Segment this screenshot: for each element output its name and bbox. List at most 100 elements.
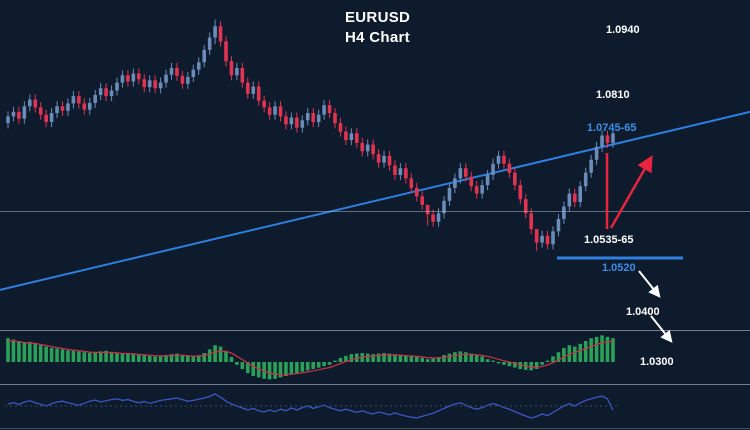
macd-bar [327,362,332,365]
macd-bar [142,355,147,362]
candle-body [87,102,92,110]
candle-body [98,88,103,95]
macd-bar [442,355,446,362]
price-level-1-0300: 1.0300 [640,356,674,368]
macd-bar [284,362,288,376]
chart-title-symbol: EURUSD [345,9,411,26]
candle-body [186,76,190,84]
macd-bar [224,350,228,362]
macd-bar [71,350,76,362]
candle-body [289,117,294,125]
candle-body [349,133,354,141]
macd-bar [6,338,10,362]
candle-body [93,94,97,103]
macd-bar [164,355,168,362]
macd-bar [218,346,223,362]
candle-body [218,26,223,42]
candle-body [246,82,250,94]
macd-bar [17,341,21,362]
macd-bar [464,352,468,362]
candle-body [360,142,365,152]
macd-bar [333,360,337,362]
macd-bar [131,353,136,362]
macd-bar [414,356,419,362]
macd-bar [278,362,283,378]
macd-bar [376,353,381,362]
macd-bar [431,358,435,362]
macd-bar [322,362,326,367]
macd-bar [300,362,305,372]
macd-bar [529,362,533,371]
candle-body [256,86,261,101]
candle-body [153,80,157,89]
candle-body [556,218,561,232]
candle-body [513,172,517,186]
macd-bar [469,353,474,362]
macd-bar [480,356,484,362]
macd-bar [311,362,315,369]
price-zone-1-0745-65: 1.0745-65 [587,122,637,134]
macd-bar [600,335,604,362]
candle-body [371,144,375,155]
candle-body [224,41,228,62]
macd-bar [583,341,588,362]
chart-title: EURUSD H4 Chart [345,8,410,48]
candle-body [115,82,119,91]
macd-bar [316,362,321,368]
candle-body [278,106,283,117]
candle-body [404,168,408,179]
macd-bar [540,362,544,365]
macd-bar [202,353,206,362]
macd-bar [518,362,523,369]
macd-bar [562,348,566,362]
candle-body [158,82,163,89]
candle-body [295,117,299,128]
candle-body [311,113,315,123]
macd-bar [186,355,190,362]
macd-bar [507,362,512,367]
macd-bar [289,362,294,375]
macd-bar [11,339,16,362]
candle-body [77,96,81,104]
candle-body [583,172,588,187]
candle-body [262,100,266,108]
macd-bar [573,346,577,362]
candle-body [573,193,577,203]
oscillator-line [7,393,614,419]
macd-bar [387,353,392,362]
candle-body [327,105,332,114]
macd-bar [453,352,457,362]
macd-bar [213,345,217,362]
candle-body [529,213,533,230]
macd-bar [534,362,539,369]
macd-bar [409,356,414,362]
candle-body [611,133,615,143]
macd-bar [44,346,48,362]
macd-bar [28,341,32,362]
macd-bar [485,359,490,362]
candle-body [545,235,550,245]
candle-body [469,176,474,187]
candle-body [458,168,463,179]
candle-body [425,204,430,215]
macd-bar [513,362,517,368]
macd-bar [191,356,196,362]
macd-bar [545,360,550,362]
candle-body [496,155,501,164]
candle-body [164,74,168,83]
candle-body [169,67,174,75]
macd-bar [33,342,38,362]
macd-bar [295,362,299,374]
macd-bar [556,352,561,362]
candle-body [600,135,604,147]
macd-bar [55,348,59,362]
candle-body [49,113,54,123]
macd-bar [273,362,277,379]
candle-body [175,67,179,76]
candle-body [131,73,136,82]
candle-body [447,187,452,201]
candle-body [284,116,288,125]
candle-body [409,178,414,188]
macd-bar [605,336,610,362]
